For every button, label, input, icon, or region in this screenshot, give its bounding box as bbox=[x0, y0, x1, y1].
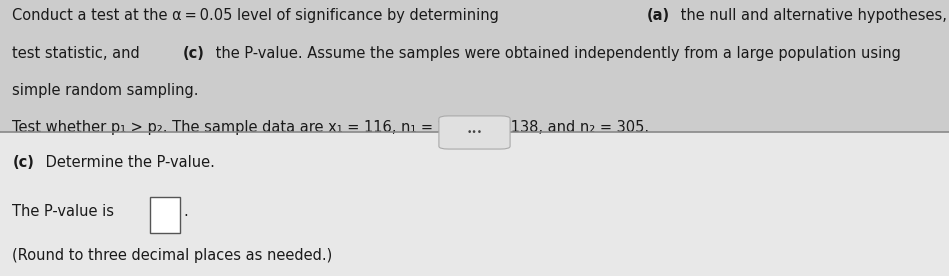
Text: (c): (c) bbox=[183, 46, 205, 60]
Text: •••: ••• bbox=[467, 128, 482, 137]
FancyBboxPatch shape bbox=[438, 116, 511, 149]
Text: Conduct a test at the α = 0.05 level of significance by determining: Conduct a test at the α = 0.05 level of … bbox=[12, 8, 504, 23]
Text: .: . bbox=[183, 204, 188, 219]
Bar bbox=[0, 0, 949, 132]
Bar bbox=[0, 132, 949, 276]
Text: the null and alternative hypotheses,: the null and alternative hypotheses, bbox=[677, 8, 949, 23]
Text: test statistic, and: test statistic, and bbox=[12, 46, 144, 60]
Text: (a): (a) bbox=[646, 8, 670, 23]
Text: simple random sampling.: simple random sampling. bbox=[12, 83, 199, 98]
Text: the P-value. Assume the samples were obtained independently from a large populat: the P-value. Assume the samples were obt… bbox=[212, 46, 902, 60]
Text: The P-value is: The P-value is bbox=[12, 204, 119, 219]
Bar bbox=[150, 197, 180, 233]
Text: (c): (c) bbox=[12, 155, 34, 169]
Text: Test whether p₁ > p₂. The sample data are x₁ = 116, n₁ = 244, x₂ = 138, and n₂ =: Test whether p₁ > p₂. The sample data ar… bbox=[12, 120, 649, 135]
Text: Determine the P-value.: Determine the P-value. bbox=[41, 155, 214, 169]
Text: (Round to three decimal places as needed.): (Round to three decimal places as needed… bbox=[12, 248, 332, 263]
